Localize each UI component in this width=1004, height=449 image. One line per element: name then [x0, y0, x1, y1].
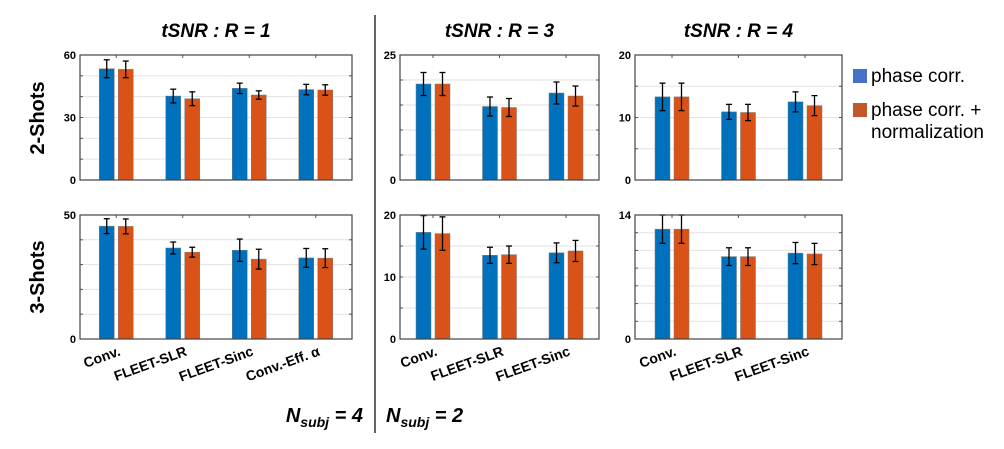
bar-normalization	[251, 258, 267, 340]
row-label-2-shots: 2-Shots	[27, 81, 49, 154]
bar-phase-corr	[548, 92, 565, 181]
x-tick-label: FLEET-Sinc	[493, 343, 572, 385]
bar-normalization	[501, 254, 517, 340]
bar-normalization	[251, 94, 267, 181]
bar-phase-corr	[99, 225, 115, 340]
axes-box	[634, 214, 843, 340]
y-tick-label: 0	[390, 334, 396, 346]
legend-swatch-phase-corr	[853, 69, 867, 83]
panel-title: tSNR : R = 4	[684, 21, 794, 42]
nsubj-label-right: Nsubj = 2	[386, 405, 463, 430]
axes-box	[79, 214, 353, 340]
bar-phase-corr	[298, 257, 314, 340]
bar-normalization	[673, 228, 690, 340]
bar-phase-corr	[298, 89, 314, 181]
bar-phase-corr	[721, 256, 737, 340]
legend-label-phase-corr: phase corr.	[871, 66, 965, 87]
x-tick-label: FLEET-SLR	[112, 343, 189, 384]
bar-normalization	[740, 112, 756, 181]
bar-phase-corr	[99, 68, 115, 181]
y-tick-label: 0	[390, 175, 396, 187]
legend-swatch-normalization	[853, 103, 867, 117]
x-tick-label: FLEET-Sinc	[177, 343, 256, 385]
axes-box	[399, 214, 600, 340]
bar-phase-corr	[232, 249, 248, 340]
y-tick-label: 30	[64, 113, 76, 125]
panel-3: 0 10 20 tSNR : R = 4	[619, 21, 843, 187]
bar-normalization	[317, 89, 333, 181]
y-tick-label: 0	[70, 334, 76, 346]
y-tick-label: 20	[619, 50, 631, 62]
panel-title: tSNR : R = 1	[161, 21, 270, 42]
bar-phase-corr	[482, 106, 498, 181]
bar-normalization	[501, 107, 517, 181]
bar-normalization	[184, 98, 200, 181]
axes-box	[399, 54, 600, 181]
bar-phase-corr	[415, 83, 432, 181]
y-tick-label: 60	[64, 50, 76, 62]
y-tick-label: 0	[625, 334, 631, 346]
bar-phase-corr	[787, 101, 804, 181]
panel-1: 0 30 60 tSNR : R = 1	[64, 21, 353, 187]
x-tick-label: Conv.-Eff. α	[243, 343, 322, 385]
y-tick-label: 25	[384, 50, 396, 62]
bar-normalization	[118, 226, 134, 340]
legend-label-normalization-2: normalization	[871, 122, 984, 143]
axes-box	[79, 54, 353, 181]
row-label-3-shots: 3-Shots	[27, 240, 49, 313]
panel-title: tSNR : R = 3	[445, 21, 555, 42]
bar-normalization	[317, 257, 333, 340]
y-tick-label: 20	[384, 210, 396, 222]
nsubj-label-left: Nsubj = 4	[286, 405, 363, 430]
bar-normalization	[806, 105, 823, 181]
bar-normalization	[806, 253, 823, 340]
y-tick-label: 0	[70, 175, 76, 187]
bar-phase-corr	[654, 228, 671, 340]
bar-phase-corr	[232, 88, 248, 181]
bar-normalization	[740, 256, 756, 340]
y-tick-label: 10	[619, 113, 631, 125]
bar-normalization	[567, 250, 584, 340]
x-tick-label: FLEET-Sinc	[732, 343, 811, 385]
x-tick-label: FLEET-SLR	[667, 343, 744, 384]
y-tick-label: 10	[384, 272, 396, 284]
y-tick-label: 50	[64, 210, 76, 222]
bar-phase-corr	[721, 111, 737, 181]
y-tick-label: 14	[619, 210, 632, 222]
y-tick-label: 0	[625, 175, 631, 187]
legend-label-normalization-1: phase corr. +	[871, 100, 981, 121]
plot-area	[400, 55, 599, 180]
bar-phase-corr	[165, 95, 181, 181]
legend: phase corr. phase corr. + normalization	[853, 66, 984, 143]
axes-box	[634, 54, 843, 181]
bar-normalization	[567, 95, 584, 181]
bar-phase-corr	[482, 255, 498, 340]
bar-normalization	[184, 251, 200, 340]
panel-2: 0 25 tSNR : R = 3	[384, 21, 600, 187]
bar-phase-corr	[787, 252, 804, 340]
bar-normalization	[434, 83, 451, 181]
bar-phase-corr	[165, 247, 181, 340]
x-tick-label: FLEET-SLR	[428, 343, 505, 384]
bar-phase-corr	[548, 252, 565, 340]
bar-normalization	[118, 69, 134, 181]
